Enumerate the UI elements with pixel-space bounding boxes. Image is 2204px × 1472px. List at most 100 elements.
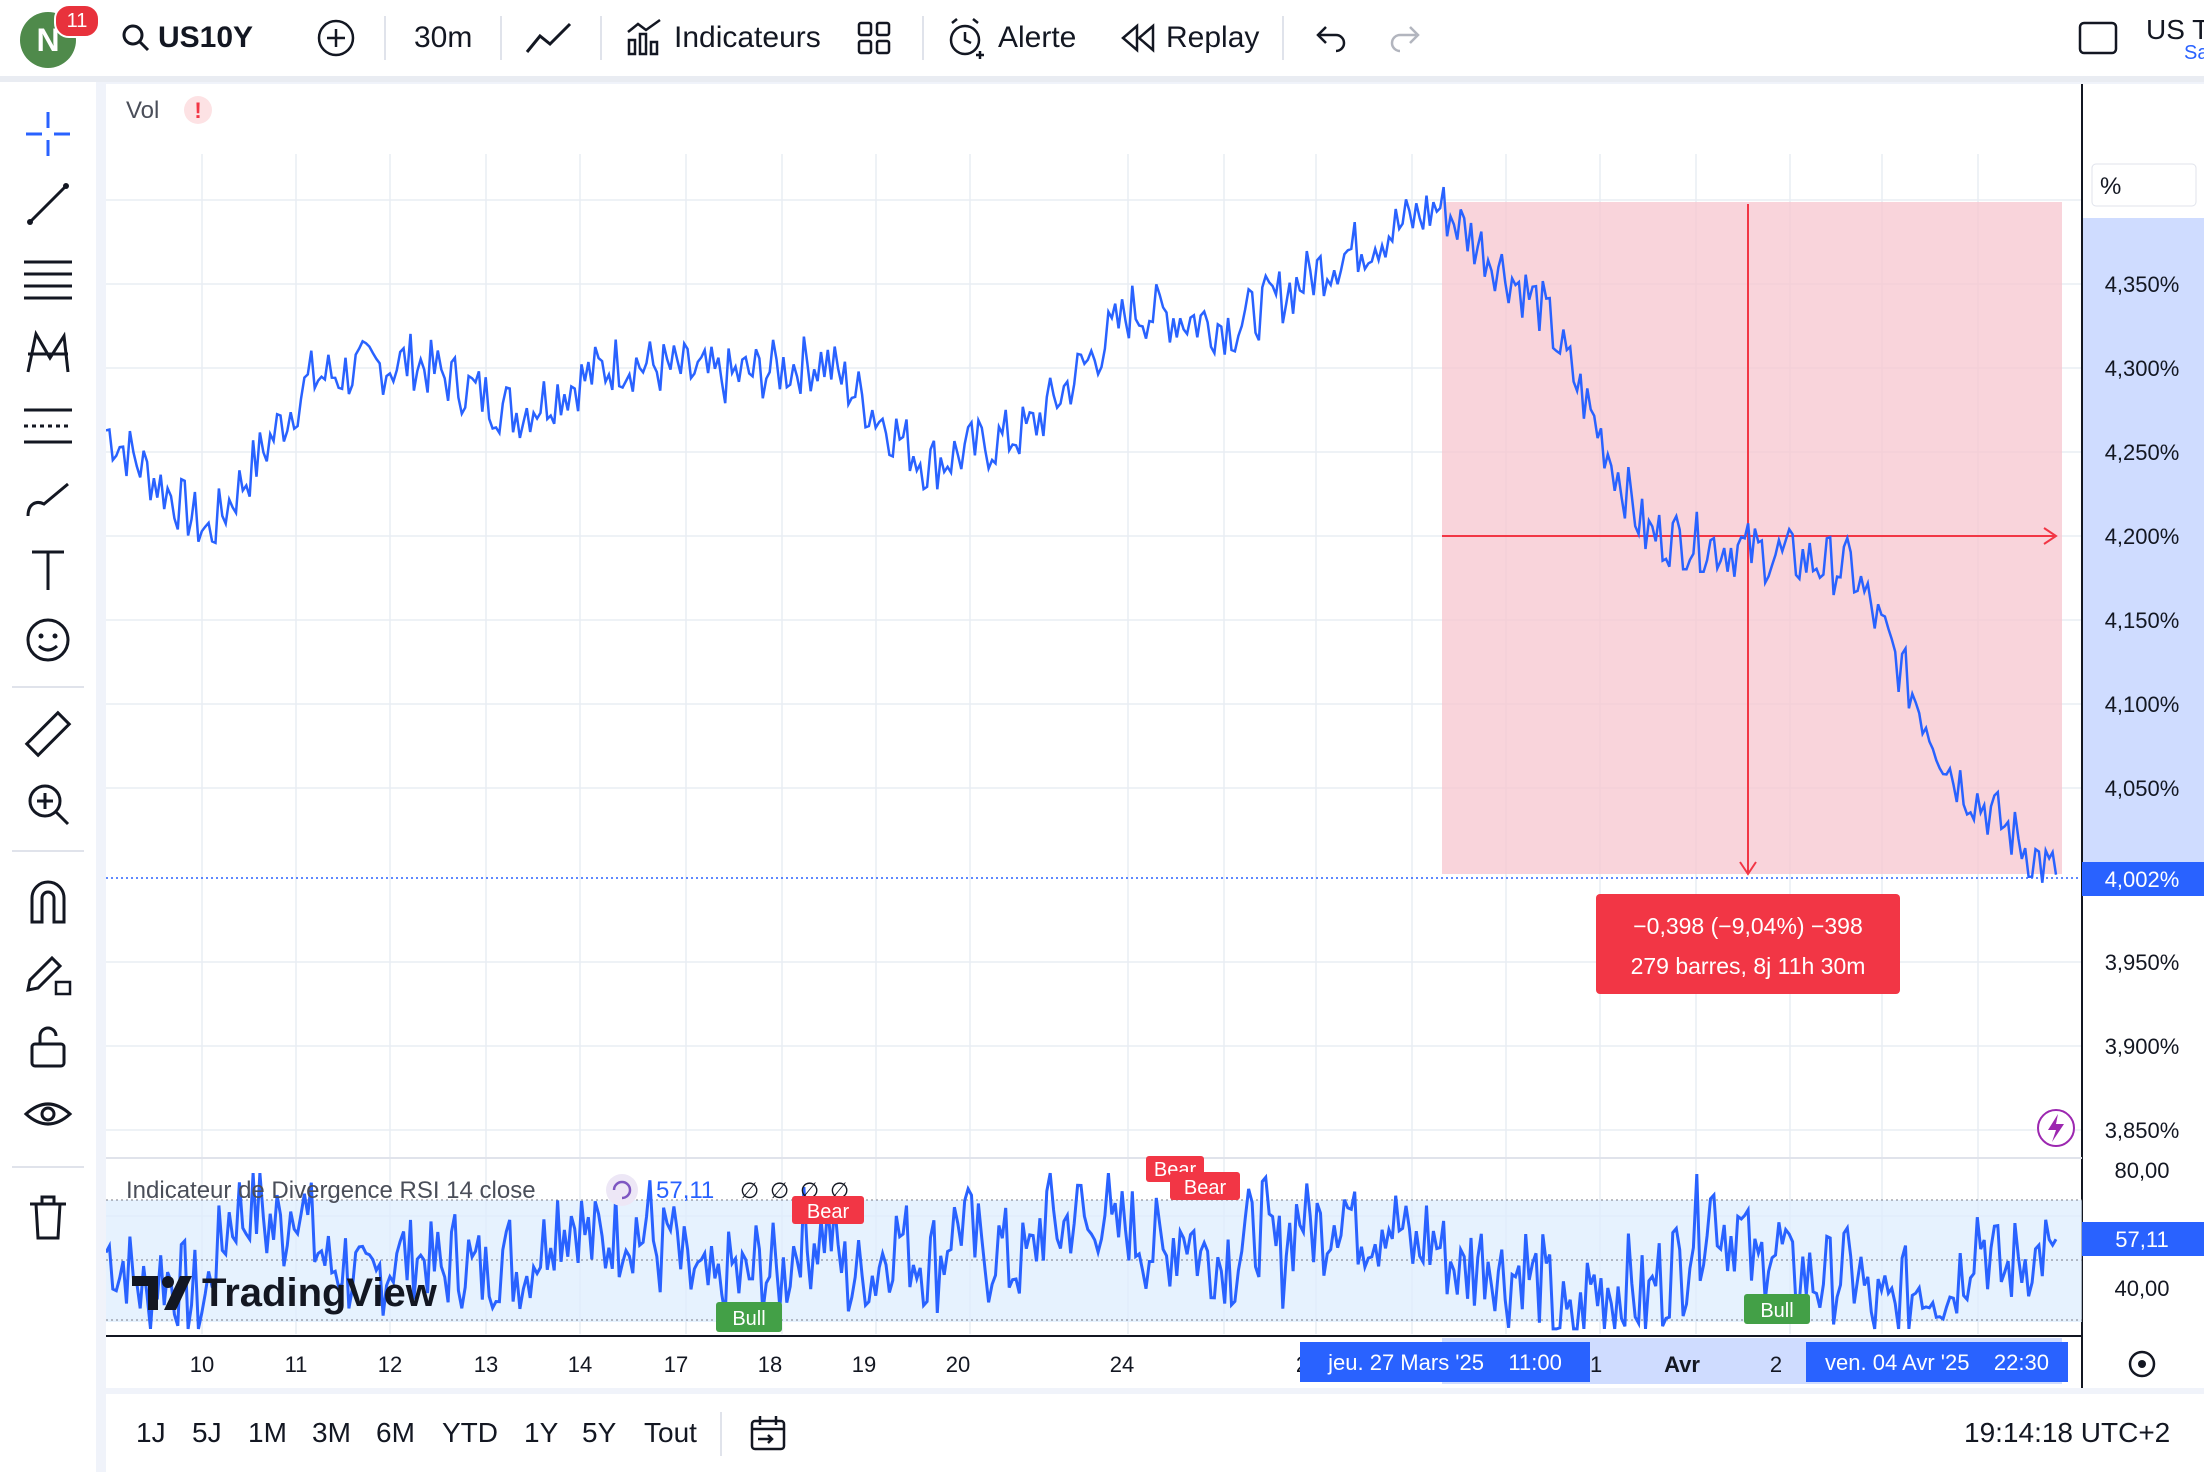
time-tick: 11 <box>285 1352 308 1377</box>
rsi-tick: 40,00 <box>2114 1276 2169 1301</box>
measure-tool[interactable] <box>22 708 74 760</box>
goto-date-button[interactable] <box>748 1394 788 1472</box>
chart-type-button[interactable] <box>524 0 574 76</box>
settings-gear-center <box>2138 1360 2146 1368</box>
last-price-label: 4,002% <box>2105 867 2180 892</box>
trend-line-icon <box>27 183 69 225</box>
time-tick: 12 <box>378 1352 402 1377</box>
range-button-tout[interactable]: Tout <box>644 1417 697 1448</box>
measure-line2: 279 barres, 8j 11h 30m <box>1631 953 1866 979</box>
bull-label: Bull <box>1760 1300 1793 1322</box>
time-tick: 13 <box>474 1352 498 1377</box>
symbol-info-sub: Sa <box>2184 42 2204 64</box>
range-button-5j[interactable]: 5J <box>192 1417 222 1448</box>
toolbar-divider <box>12 686 84 688</box>
toolbar-divider <box>720 1412 722 1456</box>
range-button-1m[interactable]: 1M <box>248 1417 287 1448</box>
bull-label: Bull <box>732 1308 765 1330</box>
text-tool[interactable] <box>22 544 74 596</box>
unit-button[interactable] <box>2091 163 2197 207</box>
magnet-tool[interactable] <box>22 876 74 928</box>
measure-label-box <box>1596 894 1900 994</box>
redo-button[interactable] <box>1388 0 1424 76</box>
symbol-info-label[interactable]: US T <box>2146 14 2204 45</box>
bottom-toolbar: 1J 5J 1M 3M 6M YTD 1Y 5Y Tout 19:14:18 UTC+2 <box>106 1394 2204 1472</box>
settings-gear-icon[interactable] <box>2128 1350 2156 1378</box>
chart-panel[interactable]: Vol ! % 4,350% 4,300% 4,250% 4,200% 4,150% 4,… <box>104 84 2204 1388</box>
range-button-3m[interactable]: 3M <box>312 1417 351 1448</box>
trend-line-tool[interactable] <box>22 178 74 230</box>
chart-canvas[interactable]: Vol ! % 4,350% 4,300% 4,250% 4,200% 4,150% 4,… <box>104 84 2204 1388</box>
pattern-icon <box>26 329 70 373</box>
range-button-1y[interactable]: 1Y <box>524 1417 559 1448</box>
interval-button[interactable]: 30m <box>414 21 473 54</box>
forecast-tool[interactable] <box>22 400 74 452</box>
rsi-title[interactable]: Indicateur de Divergence RSI 14 close <box>126 1177 536 1204</box>
time-tick: 17 <box>664 1352 688 1377</box>
emoji-tool[interactable] <box>22 614 74 666</box>
toolbar-divider <box>12 1166 84 1168</box>
remove-drawings-tool[interactable] <box>22 1192 74 1244</box>
toolbar-divider <box>922 16 924 60</box>
warning-icon[interactable] <box>184 96 212 124</box>
symbol-name: US10Y <box>158 21 254 54</box>
time-tick: 24 <box>1110 1352 1134 1377</box>
square-icon <box>2078 21 2118 55</box>
replay-label: Replay <box>1166 21 1260 54</box>
replay-button[interactable]: Replay <box>1120 0 1259 76</box>
indicators-button[interactable]: Indicateurs <box>624 0 821 76</box>
notification-badge[interactable]: 11 <box>54 4 100 38</box>
pattern-tool[interactable] <box>22 326 74 378</box>
layouts-button[interactable] <box>856 0 892 76</box>
bear-label-box <box>792 1196 864 1224</box>
horizontal-lines-icon <box>24 260 72 300</box>
price-series-line <box>105 186 2058 883</box>
range-button-5y[interactable]: 5Y <box>582 1417 617 1448</box>
rsi-last-badge <box>2082 1222 2204 1256</box>
measure-zone[interactable] <box>1442 202 2062 874</box>
time-tick: 20 <box>946 1352 970 1377</box>
rsi-null-1: ∅ <box>740 1178 759 1203</box>
trash-icon <box>30 1195 66 1240</box>
fib-tool[interactable] <box>22 252 74 304</box>
line-chart-icon <box>525 22 572 53</box>
refresh-icon[interactable] <box>606 1174 638 1206</box>
fullscreen-button[interactable] <box>2078 0 2118 76</box>
range-button-6m[interactable]: 6M <box>376 1417 415 1448</box>
unit-button-label: % <box>2100 173 2121 200</box>
rsi-last-label: 57,11 <box>2115 1227 2168 1252</box>
clock-label[interactable]: 19:14:18 UTC+2 <box>1964 1417 2171 1448</box>
rsi-value: 57,11 <box>656 1177 714 1204</box>
toolbar-divider <box>384 16 386 60</box>
bear-label: Bear <box>1184 1177 1227 1199</box>
price-tick: 4,200% <box>2105 524 2180 549</box>
time-tick: 2 <box>1770 1352 1782 1377</box>
toolbar-divider <box>500 16 502 60</box>
brush-tool[interactable] <box>22 474 74 526</box>
price-tick: 3,900% <box>2105 1034 2180 1059</box>
alarm-clock-icon <box>949 18 984 59</box>
range-button-1j[interactable]: 1J <box>136 1417 166 1448</box>
zoom-in-icon <box>28 784 70 826</box>
range-button-ytd[interactable]: YTD <box>442 1417 498 1448</box>
price-tick: 4,250% <box>2105 440 2180 465</box>
lock-drawing-tool[interactable] <box>22 948 74 1000</box>
alert-button[interactable]: Alerte <box>946 0 1076 76</box>
compare-add-button[interactable] <box>316 0 356 76</box>
undo-icon <box>1316 26 1346 53</box>
pencil-lock-icon <box>26 955 72 996</box>
symbol-search-button[interactable]: US10Y <box>120 0 253 76</box>
last-price-badge <box>2082 862 2204 896</box>
brush-icon <box>26 482 69 517</box>
undo-button[interactable] <box>1312 0 1348 76</box>
crosshair-start-badge <box>1300 1342 1590 1382</box>
visibility-tool[interactable] <box>22 1088 74 1140</box>
zoom-tool[interactable] <box>22 778 74 830</box>
tradingview-watermark: TradingView <box>132 1271 438 1315</box>
lock-all-tool[interactable] <box>22 1020 74 1072</box>
alert-label: Alerte <box>998 21 1077 54</box>
price-axis-highlight <box>2082 218 2204 874</box>
forecast-icon <box>24 408 72 444</box>
overlay-label[interactable]: Vol <box>126 97 159 124</box>
crosshair-tool[interactable] <box>22 108 74 160</box>
